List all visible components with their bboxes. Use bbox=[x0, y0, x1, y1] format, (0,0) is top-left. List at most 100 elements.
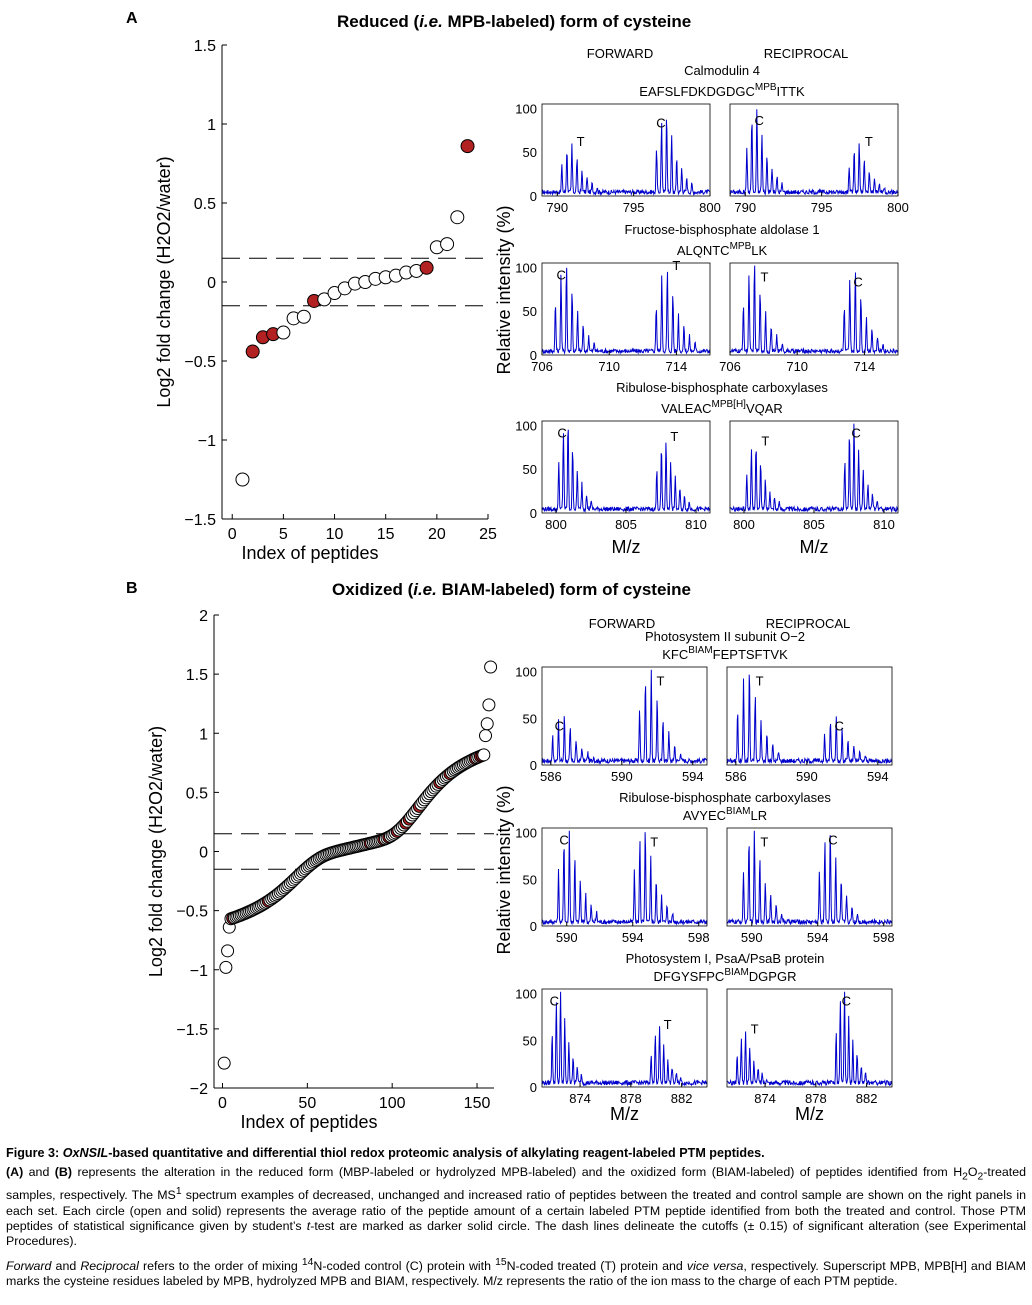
spectra-x-axis-label-forward: M/z bbox=[612, 537, 641, 557]
peptide-sequence: DFGYSFPCBIAMDGPGR bbox=[654, 967, 797, 984]
data-point bbox=[450, 210, 465, 225]
x-tick-label: 0 bbox=[218, 1095, 227, 1112]
peak-label-c: C bbox=[755, 113, 764, 128]
y-tick-label: 0.5 bbox=[194, 196, 216, 213]
panel-b-title-ie: i.e. bbox=[413, 580, 437, 599]
y-tick-label: 0 bbox=[207, 275, 216, 292]
x-tick-label: 874 bbox=[569, 1091, 591, 1106]
data-point bbox=[276, 325, 291, 340]
panel-a-title-suffix: MPB-labeled) form of cysteine bbox=[442, 12, 692, 31]
y-tick-label: 0 bbox=[530, 758, 537, 773]
y-tick-label: 100 bbox=[515, 665, 537, 680]
data-point bbox=[482, 698, 496, 712]
caption-and: and bbox=[23, 1165, 55, 1179]
x-tick-label: 800 bbox=[887, 200, 909, 215]
x-tick-label: 714 bbox=[666, 359, 688, 374]
spectrum-line bbox=[726, 830, 893, 926]
spectrum-line bbox=[541, 267, 711, 355]
caption-sup: 1 bbox=[175, 1186, 182, 1198]
peptide-sequence: ALQNTCMPBLK bbox=[677, 241, 768, 258]
peak-label-t: T bbox=[761, 433, 769, 448]
y-tick-label: 0 bbox=[530, 348, 537, 363]
spectrum-line bbox=[541, 669, 708, 766]
data-point bbox=[440, 237, 455, 252]
significant-point bbox=[245, 344, 260, 359]
y-tick-label: 100 bbox=[515, 101, 537, 116]
caption-text: -test are marked as darker solid circle.… bbox=[6, 1218, 1026, 1248]
panel-b-letter: B bbox=[126, 580, 138, 597]
spectrum-frame bbox=[541, 103, 711, 197]
x-tick-label: 800 bbox=[733, 517, 755, 532]
caption-sup: 14 bbox=[301, 1256, 314, 1268]
x-tick-label: 594 bbox=[867, 769, 889, 784]
caption-sub: 2 bbox=[962, 1171, 968, 1183]
x-tick-label: 586 bbox=[540, 769, 562, 784]
y-tick-label: 50 bbox=[523, 1033, 537, 1048]
protein-name: Ribulose-bisphosphate carboxylases bbox=[619, 790, 831, 805]
x-tick-label: 878 bbox=[805, 1091, 827, 1106]
reciprocal-label: RECIPROCAL bbox=[764, 46, 849, 61]
y-tick-label: 1 bbox=[199, 726, 208, 743]
spectrum-line bbox=[726, 991, 893, 1087]
caption-text: represents the alteration in the reduced… bbox=[72, 1165, 963, 1179]
peak-label-t: T bbox=[760, 835, 768, 850]
caption-text: refers to the order of mixing bbox=[138, 1258, 302, 1273]
spectra-x-axis-label-forward: M/z bbox=[610, 1104, 639, 1124]
x-tick-label: 710 bbox=[598, 359, 620, 374]
peak-label-c: C bbox=[828, 833, 837, 848]
y-axis-label: Log2 fold change (H2O2/water) bbox=[146, 726, 166, 977]
data-point bbox=[219, 960, 233, 974]
spectrum-line bbox=[729, 265, 899, 355]
peak-label-t: T bbox=[650, 835, 658, 850]
spectrum-frame bbox=[729, 103, 899, 197]
peak-label-c: C bbox=[842, 994, 851, 1009]
caption-title-rest: -based quantitative and differential thi… bbox=[108, 1146, 765, 1160]
panel-a-title-prefix: Reduced ( bbox=[337, 12, 420, 31]
peak-label-t: T bbox=[664, 1017, 672, 1032]
y-tick-label: 0 bbox=[530, 506, 537, 521]
y-tick-label: 0 bbox=[530, 919, 537, 934]
x-tick-label: 795 bbox=[623, 200, 645, 215]
y-tick-label: 100 bbox=[515, 826, 537, 841]
spectrum-line bbox=[729, 423, 899, 513]
spectrum-frame bbox=[541, 827, 708, 927]
spectra-x-axis-label-reciprocal: M/z bbox=[800, 537, 829, 557]
spectrum-frame bbox=[726, 827, 893, 927]
x-tick-label: 20 bbox=[428, 526, 446, 543]
caption-italic: Reciprocal bbox=[80, 1258, 139, 1273]
x-tick-label: 878 bbox=[620, 1091, 642, 1106]
spectrum-frame bbox=[729, 262, 899, 356]
caption-text: N-coded control (C) protein with bbox=[313, 1258, 496, 1273]
caption-title-italic: OxNSIL bbox=[62, 1146, 109, 1160]
y-tick-label: −1.5 bbox=[176, 1022, 208, 1039]
spectrum-frame bbox=[726, 988, 893, 1088]
peak-label-t: T bbox=[756, 674, 764, 689]
significant-point bbox=[460, 139, 475, 154]
spectrum-frame bbox=[541, 262, 711, 356]
spectrum-line bbox=[541, 119, 711, 197]
x-tick-label: 598 bbox=[688, 930, 710, 945]
x-tick-label: 706 bbox=[531, 359, 553, 374]
y-tick-label: −1 bbox=[198, 433, 216, 450]
peak-label-c: C bbox=[853, 274, 862, 289]
x-tick-label: 882 bbox=[671, 1091, 693, 1106]
y-tick-label: 1.5 bbox=[194, 38, 216, 55]
peak-label-c: C bbox=[656, 115, 665, 130]
y-tick-label: 100 bbox=[515, 260, 537, 275]
caption-paragraph-2: Forward and Reciprocal refers to the ord… bbox=[6, 1255, 1026, 1289]
caption-text: -treated samples, respectively. The MS bbox=[6, 1165, 1026, 1203]
x-tick-label: 800 bbox=[699, 200, 721, 215]
caption-text: , respectively. Superscript MPB, MPB[H] … bbox=[6, 1258, 1026, 1288]
x-tick-label: 10 bbox=[326, 526, 344, 543]
panel-a-letter: A bbox=[126, 10, 138, 27]
x-tick-label: 706 bbox=[719, 359, 741, 374]
x-tick-label: 25 bbox=[479, 526, 497, 543]
y-tick-label: 0.5 bbox=[186, 785, 208, 802]
y-tick-label: −2 bbox=[190, 1081, 208, 1098]
peak-label-t: T bbox=[865, 134, 873, 149]
forward-label: FORWARD bbox=[589, 616, 655, 631]
y-tick-label: 0 bbox=[530, 189, 537, 204]
peptide-sequence: KFCBIAMFEPTSFTVK bbox=[662, 645, 788, 662]
y-tick-label: 50 bbox=[523, 304, 537, 319]
spectrum-frame bbox=[541, 988, 708, 1088]
